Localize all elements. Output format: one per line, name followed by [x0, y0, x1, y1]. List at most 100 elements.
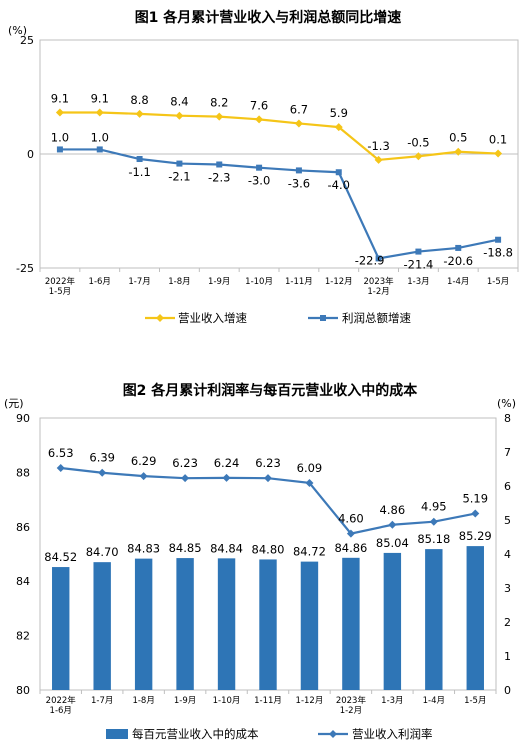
- chart-2-bar-label: 84.83: [127, 542, 160, 556]
- chart-2-bar: [466, 546, 484, 690]
- chart-1-x-tick-label: 1-11月: [285, 277, 313, 287]
- chart-1-x-axis: 2022年 1-5月 1-6月 1-7月 1-8月 1-9月 1-10月 1-11月 1-12月…: [39, 268, 519, 297]
- chart-2-x-tick-label: 1-12月: [296, 696, 324, 706]
- chart-1-data-label: -18.8: [483, 246, 513, 260]
- chart-2-legend-marker-margin: [329, 730, 337, 738]
- chart-1-point-profit: [495, 236, 502, 243]
- chart-2-left-unit-label: (元): [4, 397, 24, 410]
- chart-2-margin-point: [139, 472, 148, 481]
- chart-2-bar-label: 85.04: [376, 536, 409, 550]
- chart-1-x-tick-label: 1-10月: [245, 277, 273, 287]
- chart-1-legend-label-revenue: 营业收入增速: [178, 311, 247, 325]
- chart-1-point-revenue: [55, 108, 64, 117]
- chart-2-left-y-tick-label: 88: [16, 466, 30, 479]
- chart-1-data-label: -20.6: [443, 254, 473, 268]
- chart-1-point-profit: [295, 167, 302, 174]
- chart-1-x-tick-label: 1-7月: [128, 277, 150, 287]
- chart-2-margin-label: 6.29: [131, 454, 157, 468]
- chart-1-data-label: 0.5: [449, 131, 467, 145]
- chart-1-data-label: -2.1: [168, 170, 190, 184]
- chart-2-bar: [93, 562, 111, 690]
- chart-1-data-label: 0.1: [489, 133, 507, 147]
- chart-1-series-line-1: [59, 148, 499, 260]
- chart-2-right-y-tick-label: 1: [504, 650, 511, 663]
- chart-1-legend-marker-profit: [320, 315, 326, 321]
- chart-2-x-axis: 2022年 1-6月 1-7月 1-8月 1-9月 1-10月 1-11月 1-12月 2023…: [39, 690, 497, 716]
- chart-2-bar-label: 84.70: [86, 545, 119, 559]
- chart-1-x-tick-label: 1-4月: [447, 277, 469, 287]
- chart-2-left-y-tick-label: 80: [16, 684, 30, 697]
- chart-2-right-y-tick-label: 2: [504, 616, 511, 629]
- chart-2-margin-point: [98, 468, 107, 477]
- chart-2-right-unit-label: (%): [497, 397, 516, 410]
- chart-2-x-tick-label: 1-10月: [213, 696, 241, 706]
- chart-1-point-revenue: [215, 112, 224, 121]
- chart-2-title: 图2 各月累计利润率与每百元营业收入中的成本: [123, 382, 419, 399]
- chart-2-bar-label: 84.80: [252, 542, 285, 556]
- chart-2-margin-label: 4.60: [338, 512, 364, 526]
- chart-2-margin-point: [181, 474, 190, 483]
- chart-1-data-label: 7.6: [250, 98, 268, 112]
- chart-1-point-revenue: [135, 109, 144, 118]
- chart-2-margin-label: 6.53: [48, 446, 74, 460]
- chart-2-legend: 每百元营业收入中的成本 营业收入利润率: [106, 727, 433, 741]
- chart-1-point-profit: [256, 164, 263, 171]
- chart-1-data-label: 1.0: [51, 130, 69, 144]
- chart-1-point-profit: [96, 146, 103, 153]
- chart-2-x-tick-label: 1-4月: [423, 696, 445, 706]
- chart-1-point-profit: [136, 156, 143, 163]
- chart-2-margin-point: [388, 520, 397, 529]
- chart-1-unit-label: (%): [8, 24, 27, 37]
- chart-1: 图1 各月累计营业收入与利润总额同比增速 (%) 25 0 -25 2022年 1-5…: [8, 9, 519, 325]
- chart-2-x-tick-label: 1-8月: [132, 696, 154, 706]
- chart-2-margin-point: [346, 529, 355, 538]
- chart-2-margin-label: 4.86: [380, 503, 406, 517]
- chart-2-left-y-tick-label: 86: [16, 521, 30, 534]
- chart-2-bar-label: 85.18: [417, 532, 450, 546]
- chart-2-margin-label: 5.19: [462, 492, 488, 506]
- chart-2-bar: [134, 558, 153, 690]
- chart-2-margin-point: [222, 473, 231, 482]
- chart-1-title: 图1 各月累计营业收入与利润总额同比增速: [135, 9, 402, 26]
- chart-2-x-tick-label: 1-9月: [174, 696, 196, 706]
- chart-2-margin-label: 6.23: [255, 456, 281, 470]
- chart-2-left-y-tick-label: 82: [16, 630, 30, 643]
- chart-1-point-profit: [375, 255, 382, 262]
- chart-2-left-y-axis: 90 88 86 84 82 80: [16, 412, 30, 697]
- chart-1-point-revenue: [95, 108, 104, 117]
- chart-2-bar: [342, 557, 360, 690]
- chart-2-margin-label: 4.95: [421, 500, 447, 514]
- chart-1-data-label: -3.6: [288, 176, 310, 190]
- chart-1-point-profit: [455, 244, 462, 251]
- chart-2-x-tick-label: 2023年 1-2月: [336, 695, 367, 716]
- chart-2-right-y-tick-label: 8: [504, 412, 511, 425]
- chart-1-data-label: 6.7: [290, 102, 308, 116]
- chart-1-legend: 营业收入增速 利润总额增速: [145, 311, 411, 325]
- chart-2-right-y-tick-label: 3: [504, 582, 511, 595]
- chart-2-legend-label-margin: 营业收入利润率: [352, 727, 433, 741]
- chart-2-bar: [383, 552, 402, 690]
- chart-1-point-profit: [415, 248, 422, 255]
- chart-1-data-label: -0.5: [407, 135, 429, 149]
- chart-2-x-tick-label: 1-5月: [464, 696, 486, 706]
- chart-1-data-label: 8.4: [170, 95, 188, 109]
- chart-2-bar-label: 84.85: [169, 541, 202, 555]
- chart-1-data-label: 1.0: [91, 130, 109, 144]
- chart-2: 图2 各月累计利润率与每百元营业收入中的成本 (元) (%) 908886848…: [4, 382, 516, 741]
- chart-1-x-tick-label: 1-6月: [89, 277, 111, 287]
- chart-1-data-label: -3.0: [248, 174, 270, 188]
- chart-1-legend-marker-revenue: [156, 314, 164, 322]
- chart-2-x-tick-label: 2022年 1-6月: [46, 695, 77, 716]
- chart-1-point-profit: [216, 161, 223, 168]
- chart-1-point-revenue: [255, 115, 264, 124]
- chart-2-right-y-tick-label: 0: [504, 684, 511, 697]
- chart-1-series-line-0: [59, 111, 499, 162]
- chart-1-point-profit: [56, 146, 63, 153]
- chart-2-bar-label: 84.86: [334, 541, 367, 555]
- chart-2-margin-label: 6.24: [214, 456, 240, 470]
- chart-2-margin-label: 6.23: [172, 456, 198, 470]
- chart-1-data-label: -21.4: [404, 258, 434, 272]
- chart-1-data-label: 8.8: [130, 93, 148, 107]
- chart-2-x-tick-label: 1-7月: [91, 696, 113, 706]
